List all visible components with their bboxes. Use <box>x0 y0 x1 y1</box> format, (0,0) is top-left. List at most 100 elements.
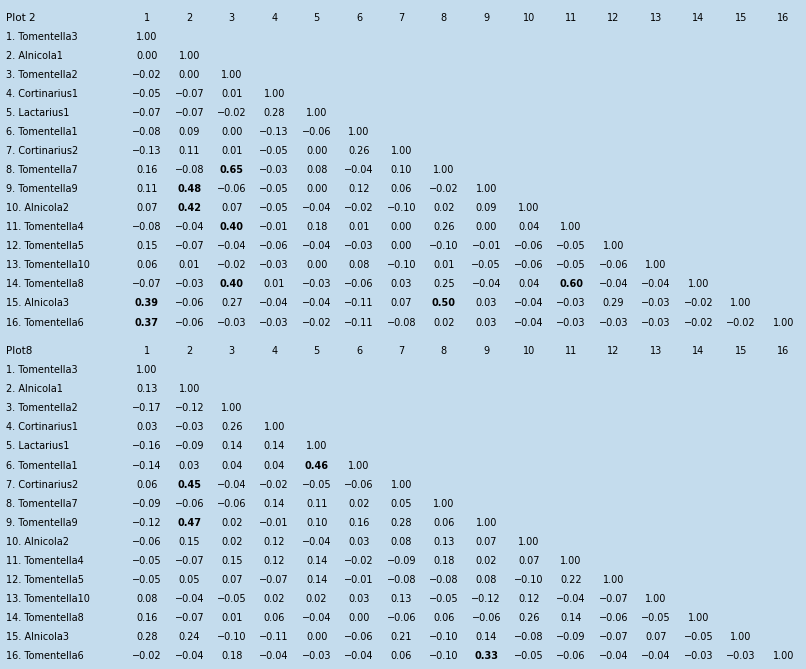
Text: 14: 14 <box>692 13 704 23</box>
Text: −0.04: −0.04 <box>175 594 204 604</box>
Text: 0.00: 0.00 <box>306 260 327 270</box>
Text: 1.00: 1.00 <box>476 184 497 194</box>
Text: −0.02: −0.02 <box>217 260 247 270</box>
Text: −0.10: −0.10 <box>429 632 459 642</box>
Text: 13: 13 <box>650 13 662 23</box>
Text: 0.16: 0.16 <box>348 518 370 528</box>
Text: −0.01: −0.01 <box>260 222 289 232</box>
Text: 16. Tomentella6: 16. Tomentella6 <box>6 651 84 661</box>
Text: 0.14: 0.14 <box>306 575 327 585</box>
Text: 1.00: 1.00 <box>136 365 158 375</box>
Text: −0.03: −0.03 <box>726 651 755 661</box>
Text: 8. Tomentella7: 8. Tomentella7 <box>6 498 78 508</box>
Text: 0.07: 0.07 <box>391 298 412 308</box>
Text: 7: 7 <box>398 346 405 356</box>
Text: 4. Cortinarius1: 4. Cortinarius1 <box>6 422 78 432</box>
Text: 0.28: 0.28 <box>136 632 158 642</box>
Text: −0.05: −0.05 <box>514 651 543 661</box>
Text: 0.00: 0.00 <box>179 70 200 80</box>
Text: −0.07: −0.07 <box>175 242 204 252</box>
Text: −0.04: −0.04 <box>642 651 671 661</box>
Text: 0.06: 0.06 <box>264 613 285 623</box>
Text: 1.00: 1.00 <box>306 442 327 452</box>
Text: 0.01: 0.01 <box>348 222 370 232</box>
Text: 1.00: 1.00 <box>391 146 412 156</box>
Text: −0.04: −0.04 <box>302 298 331 308</box>
Text: 1.00: 1.00 <box>221 403 243 413</box>
Text: 0.05: 0.05 <box>391 498 412 508</box>
Text: −0.06: −0.06 <box>514 242 543 252</box>
Text: −0.03: −0.03 <box>683 651 713 661</box>
Text: −0.01: −0.01 <box>344 575 374 585</box>
Text: −0.04: −0.04 <box>599 651 628 661</box>
Text: −0.08: −0.08 <box>514 632 543 642</box>
Text: 0.46: 0.46 <box>305 460 329 470</box>
Text: −0.07: −0.07 <box>175 556 204 566</box>
Text: −0.05: −0.05 <box>132 575 162 585</box>
Text: 0.04: 0.04 <box>518 222 539 232</box>
Text: −0.13: −0.13 <box>260 127 289 137</box>
Text: 9. Tomentella9: 9. Tomentella9 <box>6 184 78 194</box>
Text: 1.00: 1.00 <box>179 51 200 61</box>
Text: −0.12: −0.12 <box>472 594 501 604</box>
Text: 0.00: 0.00 <box>221 127 243 137</box>
Text: 0.04: 0.04 <box>518 280 539 290</box>
Text: 0.02: 0.02 <box>221 537 243 547</box>
Text: 0.14: 0.14 <box>306 556 327 566</box>
Text: −0.13: −0.13 <box>132 146 162 156</box>
Text: 5: 5 <box>314 13 320 23</box>
Text: 6. Tomentella1: 6. Tomentella1 <box>6 460 78 470</box>
Text: −0.04: −0.04 <box>642 280 671 290</box>
Text: 0.18: 0.18 <box>433 556 455 566</box>
Text: 11. Tomentella4: 11. Tomentella4 <box>6 556 84 566</box>
Text: 10. Alnicola2: 10. Alnicola2 <box>6 537 69 547</box>
Text: 0.00: 0.00 <box>391 242 412 252</box>
Text: 0.24: 0.24 <box>179 632 200 642</box>
Text: 0.11: 0.11 <box>306 498 327 508</box>
Text: 0.08: 0.08 <box>476 575 497 585</box>
Text: 1.00: 1.00 <box>476 518 497 528</box>
Text: 0.22: 0.22 <box>560 575 582 585</box>
Text: 16. Tomentella6: 16. Tomentella6 <box>6 318 84 328</box>
Text: 0.18: 0.18 <box>221 651 243 661</box>
Text: 0.50: 0.50 <box>432 298 456 308</box>
Text: 0.00: 0.00 <box>391 222 412 232</box>
Text: 1.00: 1.00 <box>646 594 667 604</box>
Text: −0.05: −0.05 <box>217 594 247 604</box>
Text: −0.07: −0.07 <box>175 108 204 118</box>
Text: 9: 9 <box>484 13 489 23</box>
Text: −0.04: −0.04 <box>175 222 204 232</box>
Text: 10: 10 <box>522 13 535 23</box>
Text: 0.03: 0.03 <box>348 594 370 604</box>
Text: −0.06: −0.06 <box>514 260 543 270</box>
Text: 0.00: 0.00 <box>476 222 497 232</box>
Text: −0.03: −0.03 <box>302 280 331 290</box>
Text: 1.00: 1.00 <box>772 318 794 328</box>
Text: −0.08: −0.08 <box>175 165 204 175</box>
Text: 0.07: 0.07 <box>221 203 243 213</box>
Text: 16: 16 <box>777 13 789 23</box>
Text: −0.05: −0.05 <box>260 184 289 194</box>
Text: 2. Alnicola1: 2. Alnicola1 <box>6 384 64 394</box>
Text: −0.04: −0.04 <box>514 318 543 328</box>
Text: −0.04: −0.04 <box>260 298 289 308</box>
Text: 1.00: 1.00 <box>221 70 243 80</box>
Text: 0.33: 0.33 <box>474 651 498 661</box>
Text: 1.00: 1.00 <box>433 498 455 508</box>
Text: 0.14: 0.14 <box>221 442 243 452</box>
Text: 0.42: 0.42 <box>177 203 202 213</box>
Text: −0.03: −0.03 <box>302 651 331 661</box>
Text: 0.03: 0.03 <box>348 537 370 547</box>
Text: −0.02: −0.02 <box>132 651 162 661</box>
Text: 0.03: 0.03 <box>136 422 158 432</box>
Text: 15. Alnicola3: 15. Alnicola3 <box>6 298 69 308</box>
Text: −0.02: −0.02 <box>683 298 713 308</box>
Text: −0.07: −0.07 <box>175 613 204 623</box>
Text: 0.06: 0.06 <box>391 184 412 194</box>
Text: 0.14: 0.14 <box>264 498 285 508</box>
Text: −0.01: −0.01 <box>472 242 501 252</box>
Text: 0.08: 0.08 <box>136 594 158 604</box>
Text: −0.04: −0.04 <box>599 280 628 290</box>
Text: 14. Tomentella8: 14. Tomentella8 <box>6 280 84 290</box>
Text: −0.04: −0.04 <box>175 651 204 661</box>
